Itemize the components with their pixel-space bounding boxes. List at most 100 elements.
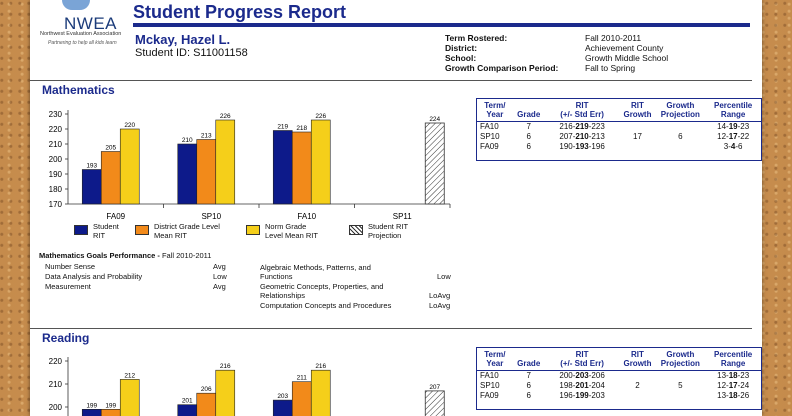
legend-district-label: District Grade Level Mean RIT [154, 222, 220, 240]
student-name: Mckay, Hazel L. [135, 32, 231, 47]
table-cell: FA09 [480, 142, 499, 151]
bar-value-label: 213 [201, 133, 212, 140]
table-header-cell: Grade [512, 98, 545, 122]
y-tick-label: 170 [49, 200, 63, 209]
report-title: Student Progress Report [133, 2, 347, 22]
table-padding-row [477, 401, 762, 410]
section-divider [30, 80, 752, 81]
bar-norm-mean [310, 119, 331, 205]
x-tick-label: FA10 [297, 212, 316, 221]
bar-value-label: 216 [315, 363, 326, 370]
table-cell: FA09 [480, 391, 499, 400]
table-header-cell: Percentile Range [705, 347, 762, 371]
goal-name: Data Analysis and Probability [45, 272, 143, 281]
table-cell: 17 [633, 132, 642, 141]
table-row: SP10 6 198-201-204 2 5 12-17-24 [477, 381, 762, 391]
math-legend: Student RIT District Grade Level Mean RI… [74, 222, 454, 251]
bar-value-label: 212 [124, 372, 135, 379]
bar-value-label: 226 [220, 113, 231, 120]
bar-norm-mean [310, 369, 331, 416]
bar-student-rit [177, 143, 198, 205]
logo-mark-icon [62, 0, 90, 10]
table-cell: SP10 [480, 381, 500, 390]
bar-district-mean [100, 151, 121, 205]
table-header-row: Term/Year Grade RIT (+/- Std Err) RIT Growth G… [476, 98, 762, 122]
table-cell: 12-17-24 [717, 381, 750, 390]
bar-value-label: 226 [315, 113, 326, 120]
bar-district-mean [196, 139, 217, 205]
math-goal-row: Number Sense Avg [45, 262, 235, 271]
bar-value-label: 210 [182, 137, 193, 144]
title-rule [133, 23, 750, 27]
table-header-cell: Grade [512, 347, 545, 371]
goal-name: Geometric Concepts, Properties, and Rela… [260, 282, 384, 300]
goal-value: Low [213, 272, 227, 281]
bar-value-label: 199 [105, 402, 116, 409]
table-header-cell: RIT Growth [619, 347, 656, 371]
math-goals-term: Fall 2010-2011 [161, 251, 212, 260]
y-tick-label: 210 [49, 380, 63, 389]
goal-value: Low [437, 272, 451, 281]
table-cell: SP10 [480, 132, 500, 141]
math-section-title: Mathematics [42, 83, 115, 97]
table-cell: 13-18-26 [717, 391, 750, 400]
table-header-cell: Percentile Range [705, 98, 762, 122]
legend-projection-label: Student RIT Projection [368, 222, 408, 240]
bar-value-label: 207 [429, 384, 440, 391]
y-tick-label: 220 [49, 125, 63, 134]
table-cell [655, 391, 705, 401]
bar-student-rit [272, 399, 293, 416]
district-label: District: [445, 43, 478, 53]
bar-value-label: 203 [277, 393, 288, 400]
report-page: NWEA Northwest Evaluation Association Pa… [30, 0, 762, 416]
table-cell [620, 391, 656, 401]
table-row: FA09 6 190-193-196 3-4-6 [477, 142, 762, 152]
table-cell: FA10 [480, 122, 499, 131]
nwea-logo: NWEA Northwest Evaluation Association Pa… [40, 0, 122, 48]
y-tick-label: 200 [49, 403, 63, 412]
table-cell: 207-210-213 [559, 132, 605, 141]
section-divider [30, 328, 752, 329]
legend-student-swatch [74, 225, 88, 235]
math-goal-row: Measurement Avg [45, 282, 235, 291]
math-goal-row: Computation Concepts and Procedures LoAv… [260, 301, 460, 310]
bar-norm-mean [119, 379, 140, 416]
table-cell: 5 [678, 381, 683, 390]
student-id: Student ID: S11001158 [135, 47, 248, 59]
table-cell [620, 371, 656, 382]
table-header-cell: Growth Projection [655, 98, 706, 122]
math-goals-heading: Mathematics Goals Performance - [39, 251, 162, 260]
table-cell: 6 [526, 381, 531, 390]
table-cell [655, 122, 705, 133]
math-rit-table: Term/Year Grade RIT (+/- Std Err) RIT Growth G… [476, 98, 762, 161]
table-cell: 200-203-206 [559, 371, 605, 380]
table-cell: 13-18-23 [717, 371, 750, 380]
table-cell: 198-201-204 [559, 381, 605, 390]
y-tick-label: 230 [49, 110, 63, 119]
goal-name: Measurement [45, 282, 91, 291]
bar-student-rit [81, 169, 102, 205]
table-cell: FA10 [480, 371, 499, 380]
table-cell [620, 142, 656, 152]
table-header-cell: Term/Year [476, 98, 513, 122]
bar-district-mean [291, 131, 312, 205]
table-header-cell: RIT (+/- Std Err) [544, 98, 620, 122]
bar-student-rit [177, 404, 198, 416]
bar-value-label: 211 [297, 375, 308, 382]
goal-name: Number Sense [45, 262, 96, 271]
table-row: SP10 6 207-210-213 17 6 12-17-22 [477, 132, 762, 142]
y-tick-label: 200 [49, 155, 63, 164]
legend-projection-swatch [349, 225, 363, 235]
bar-value-label: 216 [220, 363, 231, 370]
bar-norm-mean [119, 128, 140, 205]
table-cell [655, 371, 705, 382]
bar-district-mean [196, 392, 217, 416]
bar-student-rit [272, 130, 293, 205]
bar-value-label: 219 [277, 124, 288, 131]
bar-value-label: 205 [105, 145, 116, 152]
bar-value-label: 199 [86, 402, 97, 409]
goal-value: Avg [213, 262, 226, 271]
school-label: School: [445, 53, 477, 63]
table-cell: 6 [526, 142, 531, 151]
legend-student-label: Student RIT [93, 222, 119, 240]
